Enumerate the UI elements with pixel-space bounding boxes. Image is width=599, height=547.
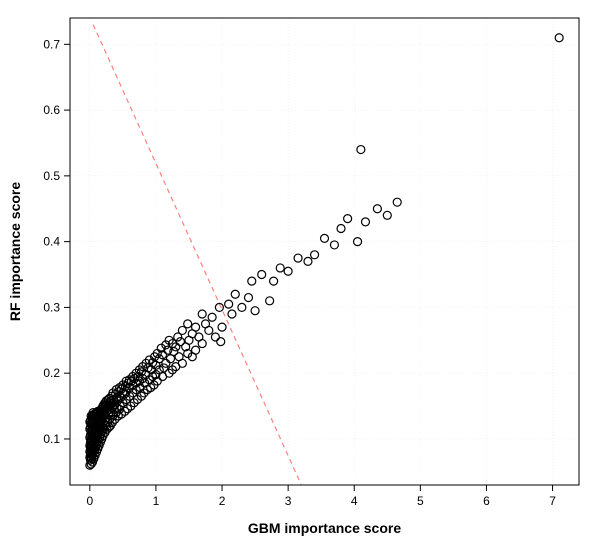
y-tick-label: 0.5 [43, 169, 60, 183]
y-tick-label: 0.3 [43, 300, 60, 314]
x-tick-label: 2 [219, 494, 226, 508]
y-tick-label: 0.4 [43, 235, 60, 249]
y-axis-label: RF importance score [7, 182, 23, 321]
x-tick-label: 3 [285, 494, 292, 508]
chart-container: 0 1 2 3 4 5 6 7 GBM importance score 0.1 0.2 0.3 0.4… [0, 0, 599, 547]
x-axis-label: GBM importance score [248, 520, 401, 536]
x-tick-label: 6 [483, 494, 490, 508]
x-tick-label: 7 [549, 494, 556, 508]
x-tick-label: 1 [153, 494, 160, 508]
y-tick-label: 0.2 [43, 366, 60, 380]
y-tick-label: 0.7 [43, 37, 60, 51]
x-tick-label: 4 [351, 494, 358, 508]
y-tick-label: 0.1 [43, 432, 60, 446]
y-tick-label: 0.6 [43, 103, 60, 117]
scatter-chart: 0 1 2 3 4 5 6 7 GBM importance score 0.1 0.2 0.3 0.4… [0, 0, 599, 547]
x-tick-label: 5 [417, 494, 424, 508]
x-tick-label: 0 [86, 494, 93, 508]
